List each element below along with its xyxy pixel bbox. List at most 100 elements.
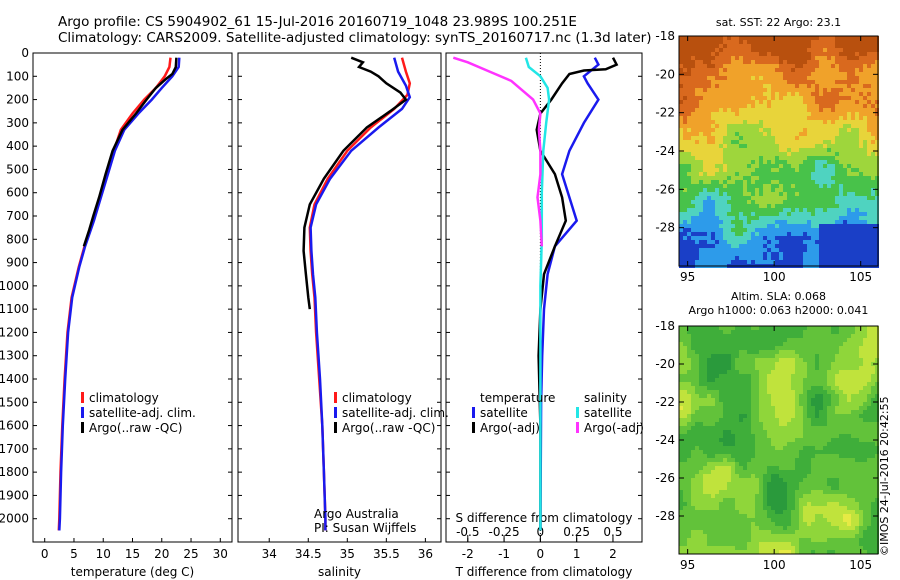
x-tick-label: 34	[262, 547, 277, 561]
depth-tick-label: 300	[6, 116, 29, 130]
x-tick-label: 20	[154, 547, 169, 561]
x-tick-label: -2	[462, 547, 474, 561]
legend-label: climatology	[342, 391, 412, 405]
depth-tick-label: 0	[21, 46, 29, 60]
s-tick-label: 0.5	[603, 525, 622, 539]
x-tick-label: 35.5	[373, 547, 400, 561]
x-tick-label: 2	[609, 547, 617, 561]
map-y-tick-label: -26	[655, 182, 675, 196]
depth-tick-label: 1900	[0, 488, 29, 502]
legend-swatch	[81, 422, 84, 433]
depth-tick-label: 100	[6, 69, 29, 83]
legend-label: satellite-adj. clim.	[342, 406, 449, 420]
x-tick-label: 10	[96, 547, 111, 561]
series-line	[524, 57, 551, 531]
depth-tick-label: 600	[6, 186, 29, 200]
x-tick-label: -1	[498, 547, 510, 561]
legend-label: Argo(..raw -QC)	[89, 421, 182, 435]
legend-swatch	[334, 407, 337, 418]
map-x-tick-label: 95	[680, 558, 695, 572]
legend-label: satellite	[584, 406, 632, 420]
depth-tick-label: 900	[6, 256, 29, 270]
map-y-tick-label: -28	[655, 509, 675, 523]
map-title: sat. SST: 22 Argo: 23.1	[716, 16, 841, 29]
map-x-tick-label: 105	[849, 558, 872, 572]
map-x-tick-label: 105	[849, 270, 872, 284]
series-line	[82, 57, 178, 247]
series-line	[302, 56, 408, 310]
map-x-tick-label: 95	[680, 270, 695, 284]
map-title-line: Argo h1000: 0.063 h2000: 0.041	[689, 304, 869, 317]
x-tick-label: 30	[213, 547, 228, 561]
map-y-tick-label: -18	[655, 319, 675, 333]
map-y-tick-label: -20	[655, 357, 675, 371]
legend-label: Argo(..raw -QC)	[342, 421, 435, 435]
map-y-tick-label: -20	[655, 67, 675, 81]
annotation-line: PI: Susan Wijffels	[314, 521, 416, 535]
depth-tick-label: 700	[6, 209, 29, 223]
legend-swatch	[472, 422, 475, 433]
depth-tick-label: 1500	[0, 395, 29, 409]
map-x-tick-label: 100	[763, 270, 786, 284]
legend-swatch	[334, 422, 337, 433]
legend-label: climatology	[89, 391, 159, 405]
map-y-tick-label: -22	[655, 395, 675, 409]
map-x-tick-label: 100	[763, 558, 786, 572]
x-tick-label: 15	[125, 547, 140, 561]
x-axis-label: temperature (deg C)	[71, 565, 194, 579]
series-line	[309, 57, 412, 531]
x-tick-label: 5	[70, 547, 78, 561]
legend-heading: salinity	[584, 391, 627, 405]
figure-title-line2: Climatology: CARS2009. Satellite-adjuste…	[58, 30, 652, 46]
depth-tick-label: 800	[6, 232, 29, 246]
map-y-tick-label: -22	[655, 106, 675, 120]
s-tick-label: -0.5	[456, 525, 479, 539]
legend-heading: temperature	[480, 391, 555, 405]
legend-label: satellite	[480, 406, 528, 420]
legend-swatch	[576, 422, 579, 433]
depth-tick-label: 1000	[0, 279, 29, 293]
legend-swatch	[576, 407, 579, 418]
depth-tick-label: 2000	[0, 512, 29, 526]
depth-tick-label: 1200	[0, 325, 29, 339]
legend-label: Argo(-adj)	[584, 421, 644, 435]
depth-tick-label: 1100	[0, 302, 29, 316]
depth-tick-label: 1300	[0, 349, 29, 363]
sla-map-cells	[679, 326, 879, 554]
series-line	[57, 57, 172, 531]
legend-swatch	[472, 407, 475, 418]
x-axis-label: salinity	[318, 565, 361, 579]
x-tick-label: 1	[573, 547, 581, 561]
legend-label: Argo(-adj)	[480, 421, 540, 435]
x-tick-label: 0	[537, 547, 545, 561]
s-axis-label: S difference from climatology	[456, 511, 633, 525]
series-line	[58, 57, 181, 531]
s-tick-label: 0.25	[563, 525, 590, 539]
legend-swatch	[81, 407, 84, 418]
panel-1-frame	[32, 52, 233, 543]
legend-swatch	[81, 392, 84, 403]
x-tick-label: 25	[183, 547, 198, 561]
x-tick-label: 34.5	[295, 547, 322, 561]
figure-title-line1: Argo profile: CS 5904902_61 15-Jul-2016 …	[58, 14, 577, 30]
x-tick-label: 0	[41, 547, 49, 561]
depth-tick-label: 1600	[0, 419, 29, 433]
s-tick-label: 0	[537, 525, 545, 539]
x-tick-label: 35	[340, 547, 355, 561]
depth-tick-label: 1800	[0, 465, 29, 479]
map-y-tick-label: -26	[655, 471, 675, 485]
series-line	[535, 57, 619, 531]
legend-label: satellite-adj. clim.	[89, 406, 196, 420]
map-title-line: Altim. SLA: 0.068	[731, 290, 826, 303]
panel-2-frame	[237, 52, 442, 543]
depth-tick-label: 1400	[0, 372, 29, 386]
s-tick-label: -0.25	[489, 525, 520, 539]
imos-timestamp-label: ©IMOS 24-Jul-2016 20:42:55	[878, 396, 891, 556]
depth-tick-label: 200	[6, 93, 29, 107]
legend-swatch	[334, 392, 337, 403]
map-y-tick-label: -28	[655, 221, 675, 235]
x-tick-label: 36	[418, 547, 433, 561]
sst-map-cells	[679, 36, 879, 268]
depth-tick-label: 500	[6, 162, 29, 176]
